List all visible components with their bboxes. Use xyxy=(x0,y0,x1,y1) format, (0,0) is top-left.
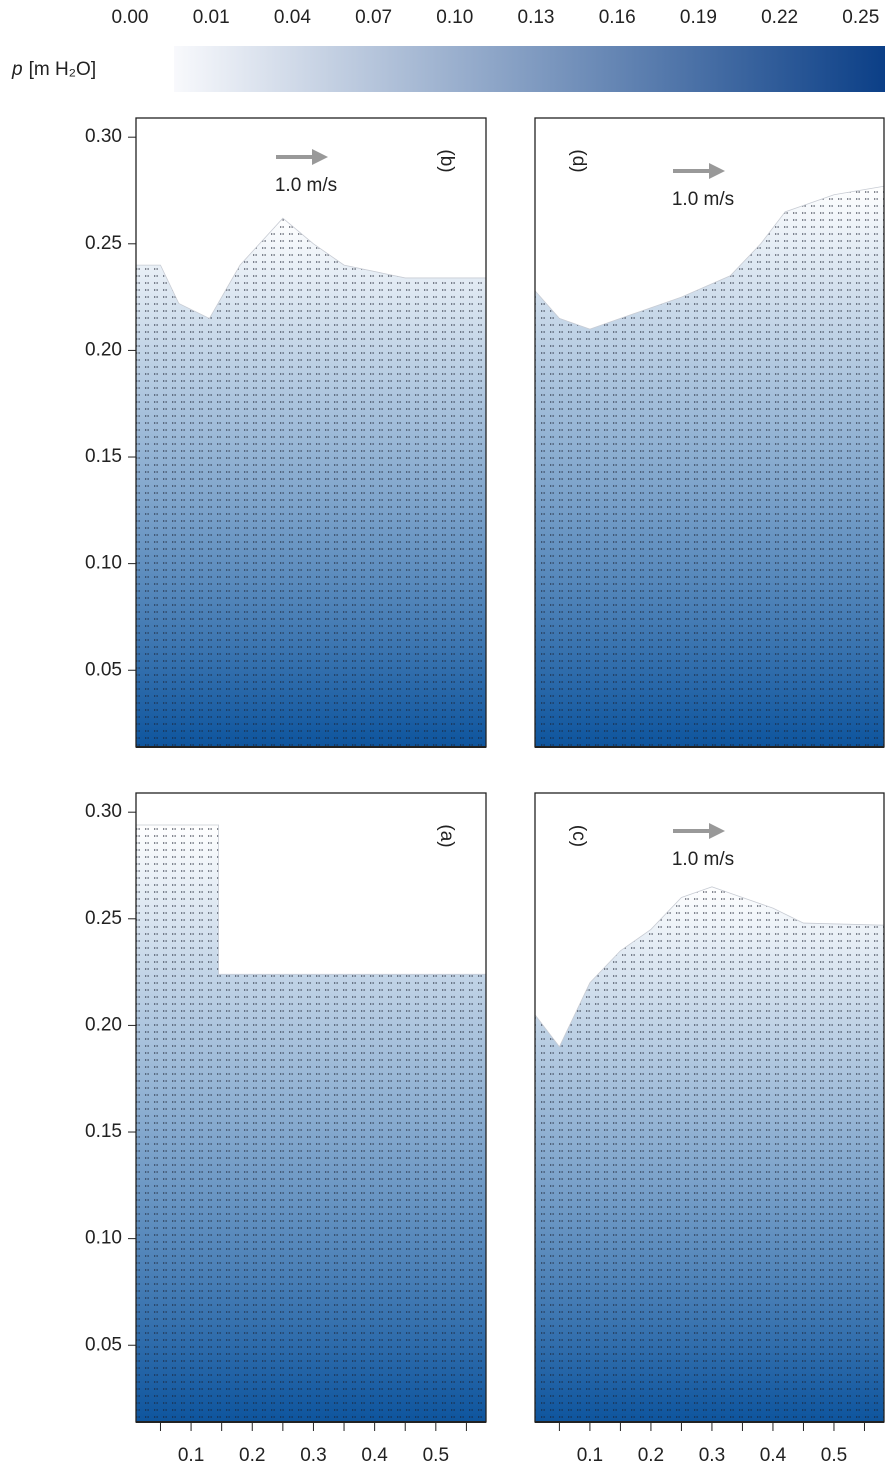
y-tick-label: 0.30 xyxy=(85,801,122,822)
x-tick-label: 0.2 xyxy=(239,1445,265,1466)
colorbar-tick-label: 0.19 xyxy=(680,7,717,28)
panel-label: (b) xyxy=(436,149,457,172)
colorbar-tick-label: 0.16 xyxy=(599,7,636,28)
x-tick-label: 0.1 xyxy=(577,1445,603,1466)
colorbar-tick-label: 0.00 xyxy=(112,7,149,28)
y-tick-label: 0.05 xyxy=(85,1334,122,1355)
colorbar-tick-label: 0.07 xyxy=(355,7,392,28)
colorbar-tick-label: 0.04 xyxy=(274,7,311,28)
y-tick-label: 0.15 xyxy=(85,1121,122,1142)
velocity-vectors xyxy=(535,886,884,1422)
x-tick-label: 0.3 xyxy=(699,1445,725,1466)
panel-label: (d) xyxy=(568,149,589,172)
free-surface xyxy=(136,824,486,975)
velocity-vectors xyxy=(136,218,486,747)
x-tick-label: 0.5 xyxy=(423,1445,449,1466)
colorbar-label: p [m H₂O] xyxy=(11,59,96,80)
colorbar xyxy=(174,46,885,92)
y-tick-label: 0.20 xyxy=(85,339,122,360)
x-tick-label: 0.3 xyxy=(300,1445,326,1466)
y-tick-label: 0.10 xyxy=(85,553,122,574)
colorbar-tick-label: 0.13 xyxy=(518,7,555,28)
y-tick-label: 0.20 xyxy=(85,1014,122,1035)
free-surface xyxy=(534,886,885,1048)
x-tick-label: 0.5 xyxy=(821,1445,847,1466)
colorbar-symbol: p xyxy=(11,59,23,80)
velocity-vectors xyxy=(535,186,884,747)
colorbar-unit: [m H₂O] xyxy=(29,59,97,80)
colorbar-tick-label: 0.10 xyxy=(436,7,473,28)
y-tick-label: 0.15 xyxy=(85,446,122,467)
x-tick-label: 0.2 xyxy=(638,1445,664,1466)
reference-label: 1.0 m/s xyxy=(672,189,734,210)
reference-label: 1.0 m/s xyxy=(672,849,734,870)
colorbar-tick-label: 0.01 xyxy=(193,7,230,28)
reference-label: 1.0 m/s xyxy=(275,175,337,196)
y-tick-label: 0.10 xyxy=(85,1228,122,1249)
y-tick-label: 0.25 xyxy=(85,908,122,929)
panel-label: (a) xyxy=(436,824,457,847)
x-tick-label: 0.4 xyxy=(361,1445,388,1466)
y-tick-label: 0.05 xyxy=(85,659,122,680)
y-tick-label: 0.25 xyxy=(85,233,122,254)
panel-label: (c) xyxy=(568,825,589,847)
colorbar-tick-label: 0.22 xyxy=(761,7,798,28)
free-surface xyxy=(534,185,885,330)
free-surface xyxy=(136,217,486,319)
y-tick-label: 0.30 xyxy=(85,126,122,147)
x-tick-label: 0.4 xyxy=(760,1445,787,1466)
velocity-vectors xyxy=(136,824,486,1422)
colorbar-tick-label: 0.25 xyxy=(842,7,879,28)
x-tick-label: 0.1 xyxy=(178,1445,204,1466)
